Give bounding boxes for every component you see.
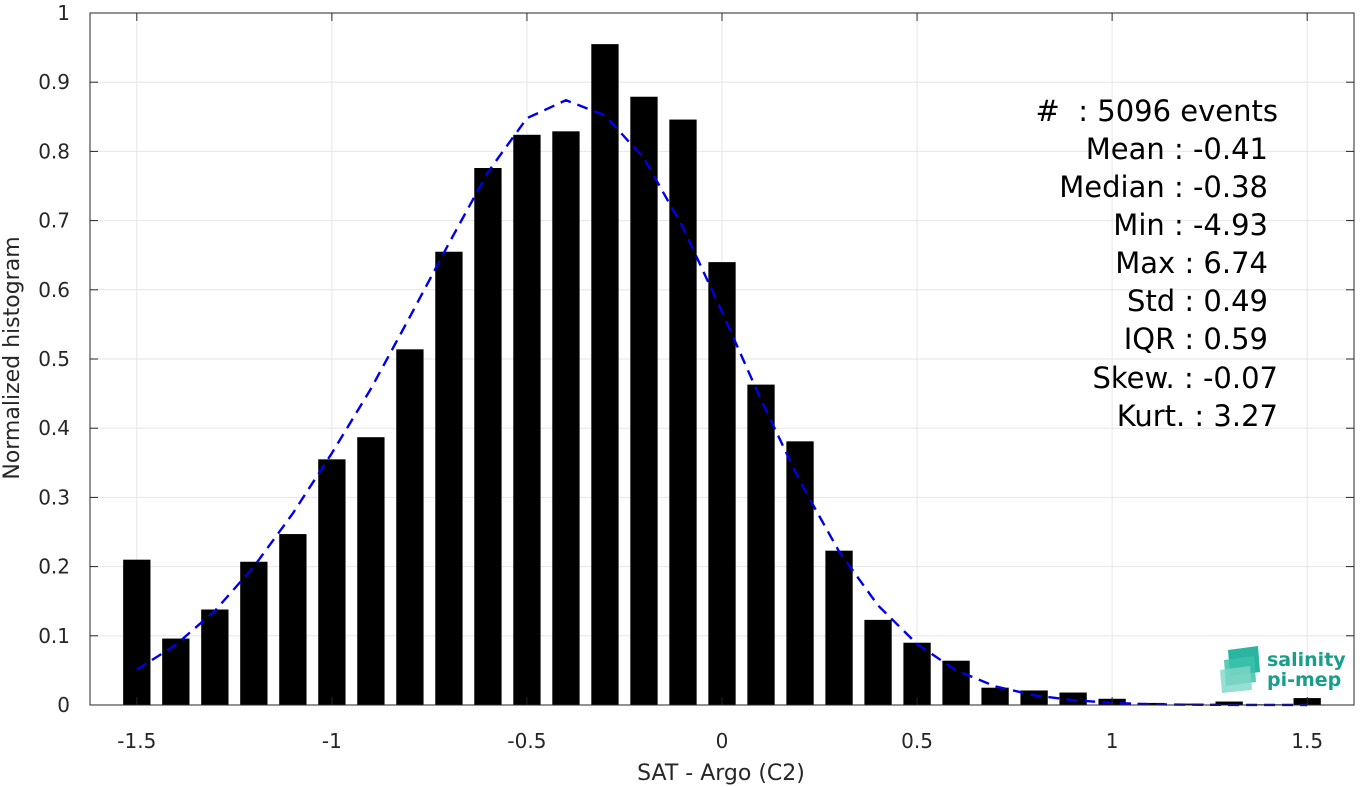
y-tick-label: 0.5 xyxy=(38,347,70,371)
histogram-bar xyxy=(552,131,580,705)
x-tick-label: 1 xyxy=(1106,729,1119,753)
stat-events: # : 5096 events xyxy=(1036,94,1278,128)
histogram-bar xyxy=(903,642,931,705)
histogram-bar xyxy=(474,168,502,705)
x-tick-label: 0 xyxy=(716,729,729,753)
histogram-bar xyxy=(825,550,853,705)
y-tick-label: 0.1 xyxy=(38,624,70,648)
y-tick-label: 0.4 xyxy=(38,416,70,440)
histogram-bar xyxy=(279,534,307,705)
y-tick-label: 0.7 xyxy=(38,209,70,233)
histogram-bar xyxy=(1137,702,1165,705)
histogram-bar xyxy=(201,609,229,705)
histogram-bar xyxy=(630,96,658,706)
x-tick-label: -1.5 xyxy=(117,729,156,753)
histogram-bars xyxy=(123,44,1321,706)
y-tick-label: 0.9 xyxy=(38,70,70,94)
stat-mean: Mean : -0.41 xyxy=(1086,132,1268,166)
x-tick-label: 0.5 xyxy=(901,729,933,753)
y-tick-label: 0 xyxy=(57,693,70,717)
histogram-bar xyxy=(669,119,697,706)
y-tick-labels: 0 0.1 0.2 0.3 0.4 0.5 0.6 0.7 0.8 0.9 1 xyxy=(38,1,70,717)
histogram-bar xyxy=(435,251,463,706)
x-tick-labels: -1.5 -1 -0.5 0 0.5 1 1.5 xyxy=(117,729,1323,753)
stat-skew: Skew. : -0.07 xyxy=(1092,361,1278,395)
histogram-bar xyxy=(981,687,1009,705)
x-tick-label: -1 xyxy=(322,729,342,753)
y-tick-label: 0.3 xyxy=(38,485,70,509)
histogram-bar xyxy=(864,619,892,705)
histogram-bar xyxy=(591,44,619,705)
stat-min: Min : -4.93 xyxy=(1113,208,1268,242)
logo-text-salinity: salinity xyxy=(1267,649,1346,671)
y-axis-title: Normalized histogram xyxy=(0,236,25,479)
histogram-bar xyxy=(513,134,541,706)
histogram-bar xyxy=(942,660,970,705)
y-tick-label: 0.6 xyxy=(38,278,70,302)
logo-wave-icon xyxy=(1220,646,1260,693)
histogram-bar xyxy=(708,262,736,705)
histogram-bar xyxy=(123,559,151,705)
histogram-bar xyxy=(1020,690,1048,705)
axis-ticks xyxy=(90,12,1354,706)
x-tick-label: -0.5 xyxy=(507,729,546,753)
logo-text-pi-mep: pi-mep xyxy=(1267,669,1341,691)
stat-median: Median : -0.38 xyxy=(1059,170,1268,204)
histogram-bar xyxy=(1059,692,1087,705)
x-tick-label: 1.5 xyxy=(1291,729,1323,753)
histogram-bar xyxy=(240,561,268,705)
histogram-bar xyxy=(396,349,424,705)
histogram-bar xyxy=(1215,701,1243,705)
statistics-annotation: # : 5096 events Mean : -0.41 Median : -0… xyxy=(1036,94,1278,433)
stat-std: Std : 0.49 xyxy=(1127,284,1268,318)
histogram-bar xyxy=(786,441,814,705)
stat-kurt: Kurt. : 3.27 xyxy=(1117,399,1278,433)
histogram-bar xyxy=(357,437,385,705)
histogram-bar xyxy=(747,384,775,705)
y-tick-label: 0.2 xyxy=(38,555,70,579)
stat-max: Max : 6.74 xyxy=(1115,246,1268,280)
stat-iqr: IQR : 0.59 xyxy=(1124,322,1268,356)
x-axis-title: SAT - Argo (C2) xyxy=(637,761,805,786)
histogram-bar xyxy=(318,459,346,705)
y-tick-label: 1 xyxy=(57,1,70,25)
histogram-bar xyxy=(162,638,190,705)
histogram-bar xyxy=(1176,703,1204,705)
salinity-pi-mep-logo: salinity pi-mep xyxy=(1220,646,1346,693)
y-tick-label: 0.8 xyxy=(38,139,70,163)
